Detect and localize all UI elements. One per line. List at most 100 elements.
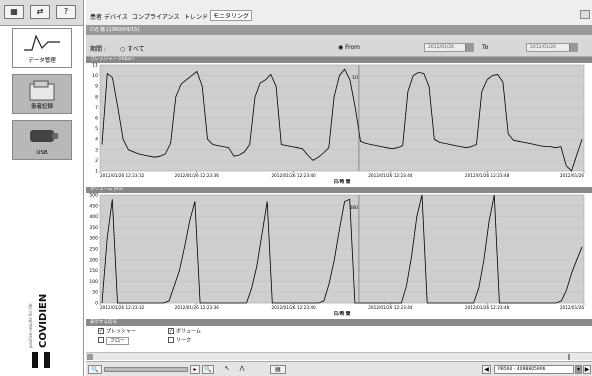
y-tick-label: 1 — [95, 169, 98, 175]
period-label: 期間 : — [90, 46, 106, 53]
volume-chart-plot[interactable]: 0 50 100 150 200 250 300 350 400 450 500 2012/01/26… — [86, 193, 592, 319]
checkbox-icon — [168, 337, 174, 343]
y-tick-label: 450 — [89, 203, 98, 209]
calendar-dropdown-icon[interactable] — [569, 44, 577, 51]
calendar-dropdown-icon[interactable] — [465, 44, 473, 51]
brand-name: COVIDIEN — [38, 294, 49, 348]
from-date-value: 2012/01/26 — [428, 45, 454, 50]
menu-patient[interactable]: 患者 — [90, 14, 103, 21]
from-date-field[interactable]: 2012/01/26 — [424, 43, 474, 52]
nav-usb[interactable]: USB — [12, 120, 72, 160]
brand-logo: COVIDIEN positive results for life — [22, 286, 62, 372]
nav-patient-records[interactable]: 患者記録 — [12, 74, 72, 114]
brand-tagline: positive results for life — [28, 303, 33, 349]
pressure-chart: プレッシャー (mbar) 1 2 3 4 5 6 7 8 9 10 11 2012/01/26 12… — [86, 57, 592, 187]
measure-tool-icon[interactable]: ⋀ — [239, 365, 245, 372]
x-axis-label: 日/時 間 — [334, 310, 351, 317]
patient-title: CVJ 様 (1960/04/15) — [86, 26, 592, 35]
signal-label: ボリューム — [176, 328, 201, 335]
zoom-thumb-icon[interactable]: ▸ — [190, 365, 200, 374]
signal-label: プレッシャー — [106, 328, 137, 335]
series-line — [101, 68, 583, 172]
signal-flow-checkbox[interactable]: フロー — [98, 336, 130, 345]
x-tick-label: 2012/01/26 12:23:32 — [100, 173, 145, 178]
period-selector: 期間 : ○ すべて ◉ From 2012/01/26 To 2012/01/… — [86, 35, 592, 57]
series-line — [101, 194, 583, 304]
cursor-value-label: 10 — [352, 75, 358, 81]
menu-trend[interactable]: トレンド — [184, 14, 209, 21]
menu-bar: 患者 デバイス コンプライアンス トレンド モニタリング — [86, 0, 592, 26]
y-tick-label: 8 — [95, 94, 98, 100]
checkbox-icon — [98, 337, 104, 343]
to-date-field[interactable]: 2012/01/26 — [526, 43, 578, 52]
y-tick-label: 2 — [95, 158, 98, 164]
x-tick-label: 2012/01/26 12:23:36 — [175, 173, 220, 178]
to-date-value: 2012/01/26 — [530, 45, 556, 50]
y-tick-label: 6 — [95, 116, 98, 122]
scroll-thumb[interactable] — [568, 354, 570, 360]
grid-view-icon[interactable]: ▦ — [4, 5, 24, 19]
left-navigation: データ管理 患者記録 USB COVIDIEN positive results… — [0, 26, 84, 376]
y-tick-label: 300 — [89, 236, 98, 242]
y-tick-label: 11 — [92, 63, 98, 69]
zoom-in-icon[interactable]: 🔍 — [202, 365, 214, 374]
waveform-icon — [24, 34, 60, 51]
cursor-tool-icon[interactable]: ↖ — [224, 365, 230, 372]
x-tick-label: 2012/01/26 12:23:40 — [271, 305, 316, 310]
nav-data-management[interactable]: データ管理 — [12, 28, 72, 68]
bottom-toolbar: 🔍 ▸ 🔍 ↖ ⋀ ▤ ◀ PB560 - 4098805906 ▾ ▶ — [86, 361, 592, 376]
x-tick-label: 2012/01/26 12:23:40 — [271, 173, 316, 178]
scroll-left-icon[interactable] — [87, 354, 93, 360]
period-from-label: From — [345, 44, 361, 51]
previous-device-icon[interactable]: ◀ — [482, 365, 491, 374]
signal-selector-title: 表示する信号 — [86, 319, 592, 326]
menu-monitoring[interactable]: モニタリング — [210, 10, 253, 21]
pressure-chart-plot[interactable]: 1 2 3 4 5 6 7 8 9 10 11 2012/01/26 12:23:32 2012/01/… — [86, 63, 592, 187]
signal-selector: 表示する信号 ✓ プレッシャー ✓ ボリューム フロー リーク — [86, 319, 592, 351]
volume-chart: ボリューム (ml) 0 50 100 150 200 250 300 350 400 450 50… — [86, 187, 592, 319]
y-tick-label: 0 — [95, 301, 98, 307]
zoom-out-icon[interactable]: 🔍 — [88, 365, 102, 374]
y-tick-label: 400 — [89, 214, 98, 220]
y-tick-label: 200 — [89, 257, 98, 263]
volume-chart-title: ボリューム (ml) — [86, 187, 592, 193]
device-dropdown-icon[interactable]: ▾ — [575, 365, 582, 374]
usb-icon — [30, 130, 58, 142]
y-tick-label: 3 — [95, 147, 98, 153]
period-from-radio[interactable]: ◉ From — [338, 44, 361, 51]
period-to-label: To — [482, 44, 489, 51]
signal-volume-checkbox[interactable]: ✓ ボリューム — [168, 328, 201, 336]
cursor-value-label: 480 — [349, 205, 358, 211]
monitoring-panel: CVJ 様 (1960/04/15) 期間 : ○ すべて ◉ From 201… — [86, 26, 592, 376]
x-tick-label: 2012/01/26 12:23:32 — [100, 305, 145, 310]
period-all-radio[interactable]: ○ すべて — [120, 46, 145, 53]
nav-label: USB — [36, 150, 48, 156]
zoom-slider[interactable] — [104, 367, 188, 372]
y-tick-label: 250 — [89, 247, 98, 253]
x-axis-label: 日/時 間 — [334, 178, 351, 185]
print-icon[interactable]: ▤ — [270, 365, 286, 374]
top-toolbar: ▦ ⇄ ? — [0, 0, 84, 26]
window-menu-icon[interactable] — [580, 10, 590, 19]
device-select[interactable]: PB560 - 4098805906 — [494, 365, 574, 374]
y-tick-label: 10 — [92, 73, 98, 79]
checkbox-icon: ✓ — [168, 328, 174, 334]
y-tick-label: 500 — [89, 193, 98, 199]
menu-device[interactable]: デバイス — [104, 14, 128, 21]
signal-label: リーク — [176, 337, 192, 344]
device-select-value: PB560 - 4098805906 — [498, 367, 546, 372]
nav-label: データ管理 — [28, 58, 56, 64]
menu-compliance[interactable]: コンプライアンス — [132, 14, 180, 21]
next-device-icon[interactable]: ▶ — [583, 365, 591, 374]
signal-pressure-checkbox[interactable]: ✓ プレッシャー — [98, 328, 136, 336]
x-tick-label: 2012/01/26 12:23:44 — [368, 305, 413, 310]
pressure-chart-title: プレッシャー (mbar) — [86, 57, 592, 63]
signal-leak-checkbox[interactable]: リーク — [168, 337, 191, 345]
y-tick-label: 350 — [89, 225, 98, 231]
sync-icon[interactable]: ⇄ — [30, 5, 50, 19]
help-icon[interactable]: ? — [56, 5, 76, 19]
x-tick-label: 2012/01/26 12:23:48 — [465, 173, 510, 178]
x-tick-label: 2012/01/26 12:23:48 — [465, 305, 510, 310]
horizontal-scrollbar[interactable] — [86, 352, 592, 360]
